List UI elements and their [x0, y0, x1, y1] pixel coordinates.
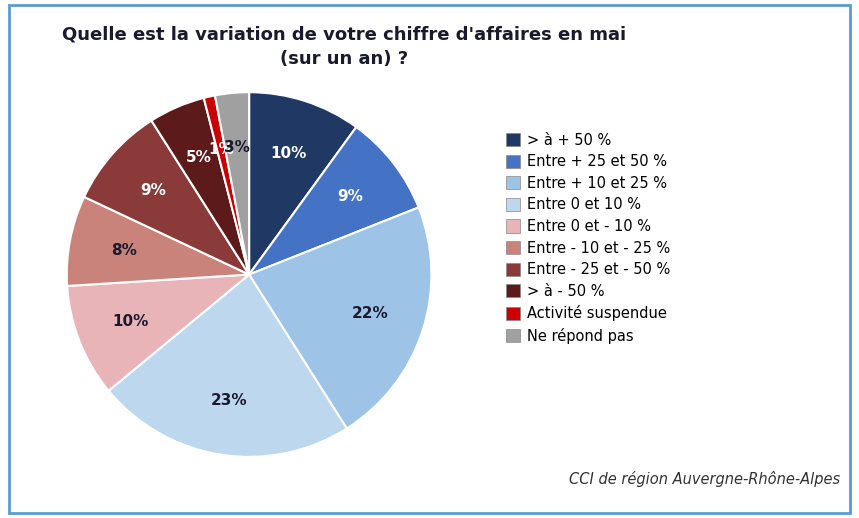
Wedge shape [67, 197, 249, 286]
Wedge shape [215, 92, 249, 275]
Text: 5%: 5% [186, 150, 211, 165]
Wedge shape [249, 92, 356, 275]
Text: 10%: 10% [113, 314, 149, 329]
Text: CCI de région Auvergne-Rhône-Alpes: CCI de région Auvergne-Rhône-Alpes [569, 471, 840, 487]
Wedge shape [204, 95, 249, 275]
Text: 9%: 9% [337, 189, 362, 204]
Wedge shape [249, 127, 418, 275]
Text: 8%: 8% [111, 243, 137, 258]
Wedge shape [84, 121, 249, 275]
Text: 3%: 3% [224, 140, 250, 155]
Text: 22%: 22% [352, 307, 389, 322]
Text: 9%: 9% [140, 183, 167, 198]
Text: 23%: 23% [210, 393, 247, 408]
Text: 10%: 10% [271, 146, 307, 161]
Wedge shape [249, 207, 431, 428]
Text: 1%: 1% [209, 142, 235, 157]
Wedge shape [67, 275, 249, 391]
Legend: > à + 50 %, Entre + 25 et 50 %, Entre + 10 et 25 %, Entre 0 et 10 %, Entre 0 et : > à + 50 %, Entre + 25 et 50 %, Entre + … [505, 133, 671, 344]
Wedge shape [108, 275, 347, 457]
Wedge shape [151, 98, 249, 275]
Text: Quelle est la variation de votre chiffre d'affaires en mai
(sur un an) ?: Quelle est la variation de votre chiffre… [62, 26, 625, 67]
